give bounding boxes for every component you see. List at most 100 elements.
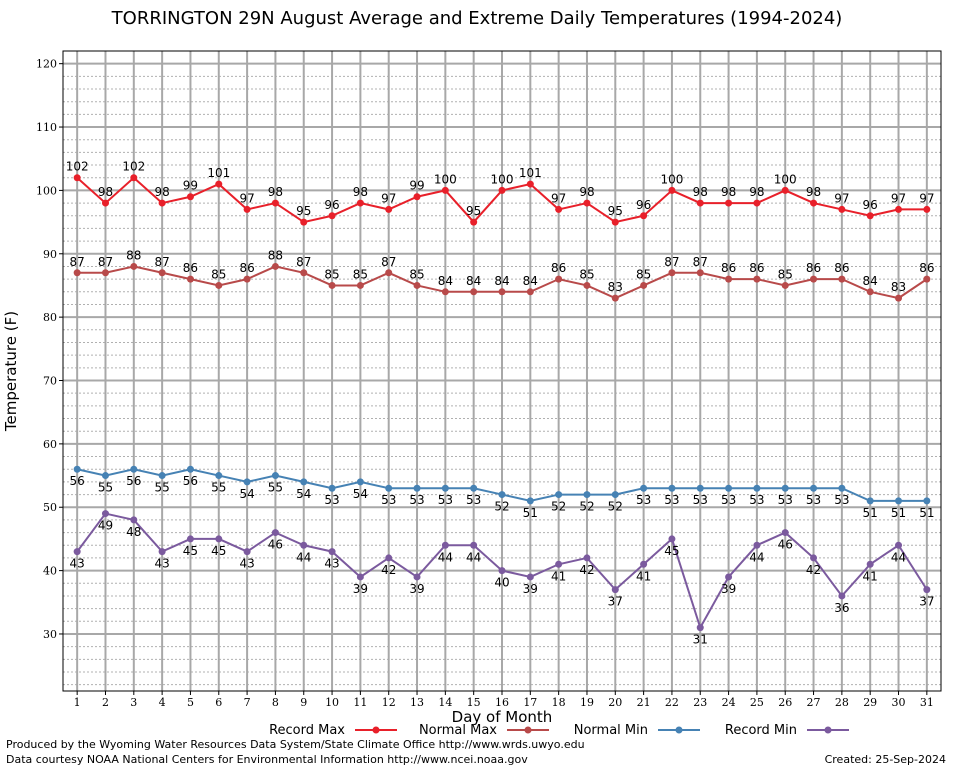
data-label: 53 bbox=[778, 493, 793, 507]
y-tick-label: 80 bbox=[43, 311, 57, 324]
x-tick-label: 5 bbox=[187, 696, 194, 709]
data-label: 99 bbox=[409, 179, 424, 193]
y-tick-label: 100 bbox=[36, 184, 57, 197]
data-point bbox=[640, 212, 648, 220]
legend-label: Record Min bbox=[725, 723, 797, 738]
x-tick-label: 23 bbox=[693, 696, 707, 709]
data-label: 86 bbox=[239, 261, 254, 275]
data-point bbox=[413, 193, 421, 201]
x-tick-label: 4 bbox=[159, 696, 166, 709]
data-label: 98 bbox=[353, 185, 368, 199]
data-label: 95 bbox=[296, 204, 311, 218]
legend-marker bbox=[824, 726, 832, 734]
data-point bbox=[753, 541, 761, 549]
data-point bbox=[640, 560, 648, 568]
data-point bbox=[923, 586, 931, 594]
x-tick-label: 6 bbox=[215, 696, 222, 709]
data-point bbox=[895, 294, 903, 302]
data-label: 51 bbox=[919, 506, 934, 520]
data-label: 43 bbox=[154, 557, 169, 571]
data-label: 53 bbox=[381, 493, 396, 507]
data-label: 85 bbox=[579, 267, 594, 281]
legend: Record Max Normal Max Normal Min Record Min bbox=[269, 723, 849, 738]
data-label: 97 bbox=[891, 191, 906, 205]
data-label: 44 bbox=[891, 550, 906, 564]
data-point bbox=[130, 465, 138, 473]
data-point bbox=[73, 269, 81, 277]
data-label: 87 bbox=[381, 255, 396, 269]
data-point bbox=[583, 199, 591, 207]
data-label: 85 bbox=[211, 267, 226, 281]
data-label: 53 bbox=[749, 493, 764, 507]
x-tick-label: 28 bbox=[835, 696, 849, 709]
data-point bbox=[158, 199, 166, 207]
data-label: 53 bbox=[806, 493, 821, 507]
data-point bbox=[101, 269, 109, 277]
data-point bbox=[555, 560, 563, 568]
data-point bbox=[158, 269, 166, 277]
data-label: 86 bbox=[834, 261, 849, 275]
data-label: 83 bbox=[891, 280, 906, 294]
data-point bbox=[498, 567, 506, 575]
data-point bbox=[696, 624, 704, 632]
data-point bbox=[895, 497, 903, 505]
data-label: 100 bbox=[660, 172, 683, 186]
data-label: 85 bbox=[409, 267, 424, 281]
data-label: 84 bbox=[438, 274, 453, 288]
y-tick-label: 60 bbox=[43, 438, 57, 451]
y-tick-label: 70 bbox=[43, 375, 57, 388]
data-point bbox=[356, 281, 364, 289]
data-label: 55 bbox=[98, 481, 113, 495]
data-point bbox=[413, 281, 421, 289]
data-point bbox=[725, 275, 733, 283]
data-label: 52 bbox=[551, 500, 566, 514]
data-point bbox=[668, 535, 676, 543]
data-point bbox=[441, 186, 449, 194]
data-label: 99 bbox=[183, 179, 198, 193]
data-label: 98 bbox=[579, 185, 594, 199]
data-point bbox=[356, 199, 364, 207]
data-label: 95 bbox=[466, 204, 481, 218]
data-point bbox=[526, 497, 534, 505]
data-label: 36 bbox=[834, 601, 849, 615]
data-point bbox=[810, 199, 818, 207]
data-point bbox=[611, 294, 619, 302]
x-tick-label: 24 bbox=[722, 696, 736, 709]
data-label: 84 bbox=[494, 274, 509, 288]
series-record-min: 43 49 48 43 45 45 43 46 44 43 39 42 39 44 44 40 39 41 42 37… bbox=[70, 510, 934, 647]
y-tick-label: 50 bbox=[43, 501, 57, 514]
data-point bbox=[725, 199, 733, 207]
data-point bbox=[753, 484, 761, 492]
data-point bbox=[555, 491, 563, 499]
data-label: 45 bbox=[664, 544, 679, 558]
data-point bbox=[866, 288, 874, 296]
data-point bbox=[583, 491, 591, 499]
data-point bbox=[186, 275, 194, 283]
data-point bbox=[271, 262, 279, 270]
data-point bbox=[526, 573, 534, 581]
series-normal-min: 56 55 56 55 56 55 54 55 54 53 54 53 53 53 53 52 51 52 52 52… bbox=[70, 465, 934, 520]
data-point bbox=[441, 288, 449, 296]
data-point bbox=[838, 592, 846, 600]
created-date: Created: 25-Sep-2024 bbox=[824, 753, 946, 766]
data-point bbox=[810, 484, 818, 492]
y-tick-label: 110 bbox=[36, 121, 57, 134]
data-label: 85 bbox=[778, 267, 793, 281]
data-label: 44 bbox=[438, 550, 453, 564]
data-point bbox=[810, 275, 818, 283]
data-label: 98 bbox=[268, 185, 283, 199]
data-point bbox=[526, 288, 534, 296]
data-point bbox=[866, 212, 874, 220]
data-label: 86 bbox=[919, 261, 934, 275]
data-label: 102 bbox=[66, 160, 89, 174]
x-tick-label: 16 bbox=[495, 696, 509, 709]
x-tick-label: 30 bbox=[892, 696, 906, 709]
data-label: 56 bbox=[70, 474, 85, 488]
data-label: 43 bbox=[239, 557, 254, 571]
data-label: 45 bbox=[211, 544, 226, 558]
y-axis-label: Temperature (F) bbox=[2, 311, 20, 432]
data-label: 46 bbox=[778, 538, 793, 552]
data-point bbox=[838, 484, 846, 492]
data-label: 86 bbox=[749, 261, 764, 275]
